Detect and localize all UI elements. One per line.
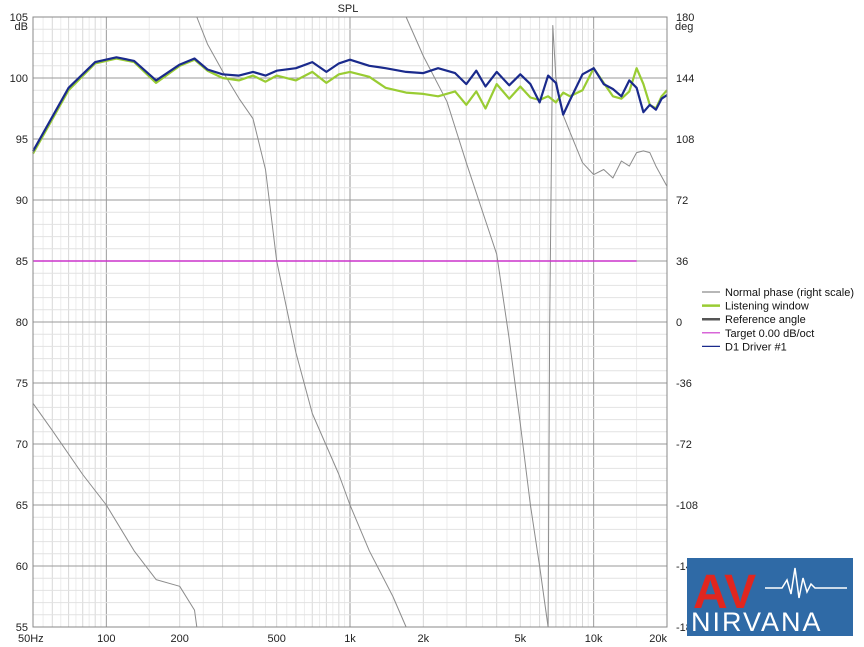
- logo-nirvana-text: NIRVANA: [691, 607, 823, 636]
- logo-waveform-icon: [765, 567, 847, 599]
- series-line-d1-driver-1: [32, 56, 668, 152]
- y2-tick-label: 180: [676, 12, 694, 24]
- right-axis-unit: deg: [675, 21, 693, 33]
- y-tick-label: 80: [16, 317, 28, 329]
- x-tick-label: 2k: [418, 633, 430, 645]
- x-tick-label: 5k: [514, 633, 526, 645]
- logo-av-text: AV: [693, 566, 756, 619]
- series-lines: [32, 16, 668, 628]
- legend: Normal phase (right scale) Listening wind…: [702, 287, 854, 353]
- series-line-normal-phase-right-scale: [196, 16, 407, 628]
- y-tick-label: 60: [16, 561, 28, 573]
- y2-tick-label: -36: [676, 378, 692, 390]
- y-tick-label: 95: [16, 134, 28, 146]
- y2-tick-label: 72: [676, 195, 688, 207]
- y2-tick-label: -72: [676, 439, 692, 451]
- left-axis-ticks: 105 100 95 90 85 80 75 70 65 60 55: [10, 12, 28, 634]
- y-tick-label: 65: [16, 500, 28, 512]
- x-axis-ticks: 50Hz 100 200 500 1k 2k 5k 10k 20k: [18, 633, 667, 645]
- series-line-normal-phase-right-scale: [405, 16, 549, 628]
- x-tick-label: 500: [267, 633, 285, 645]
- y2-tick-label: -108: [676, 500, 698, 512]
- x-tick-label: 1k: [344, 633, 356, 645]
- av-nirvana-logo: AV NIRVANA: [687, 558, 853, 636]
- legend-label: Listening window: [725, 301, 809, 313]
- y-tick-label: 75: [16, 378, 28, 390]
- y-tick-label: 85: [16, 256, 28, 268]
- y-tick-label: 100: [10, 73, 28, 85]
- chart-title: SPL: [338, 3, 359, 15]
- left-axis-unit: dB: [15, 21, 28, 33]
- y2-tick-label: 36: [676, 256, 688, 268]
- x-tick-label: 20k: [649, 633, 667, 645]
- x-tick-label: 100: [97, 633, 115, 645]
- logo-graphic: AV NIRVANA: [691, 566, 847, 636]
- grid: [32, 16, 668, 628]
- series-line-normal-phase-right-scale: [32, 403, 198, 628]
- legend-label: Normal phase (right scale): [725, 287, 854, 299]
- plot-frame: [32, 16, 668, 628]
- x-tick-label: 10k: [585, 633, 603, 645]
- legend-label: D1 Driver #1: [725, 341, 787, 353]
- legend-label: Target 0.00 dB/oct: [725, 328, 814, 340]
- y-tick-label: 105: [10, 12, 28, 24]
- series-line-listening-window: [32, 57, 668, 155]
- x-tick-label: 200: [171, 633, 189, 645]
- y2-tick-label: 144: [676, 73, 694, 85]
- y2-tick-label: 0: [676, 317, 682, 329]
- y2-tick-label: 108: [676, 134, 694, 146]
- y-tick-label: 90: [16, 195, 28, 207]
- x-tick-label: 50Hz: [18, 633, 44, 645]
- y-tick-label: 70: [16, 439, 28, 451]
- legend-label: Reference angle: [725, 314, 806, 326]
- series-line-normal-phase-right-scale: [547, 25, 668, 628]
- y-tick-label: 55: [16, 622, 28, 634]
